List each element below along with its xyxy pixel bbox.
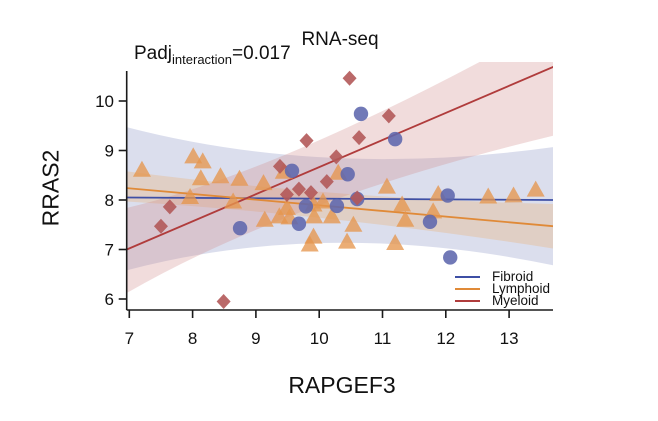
point-lymphoid: [193, 152, 212, 169]
padj-annotation: Padjinteraction=0.017: [134, 43, 291, 67]
legend-line-swatch: [455, 276, 480, 278]
point-lymphoid: [254, 174, 273, 191]
point-lymphoid: [344, 215, 363, 232]
point-fibroid: [329, 198, 345, 214]
y-tick-label: 8: [105, 191, 114, 210]
point-fibroid: [440, 188, 455, 203]
legend-line-swatch: [455, 300, 480, 302]
point-fibroid: [387, 131, 403, 147]
point-fibroid: [298, 199, 314, 214]
point-myeloid: [216, 293, 231, 309]
point-fibroid: [443, 250, 458, 265]
point-lymphoid: [181, 188, 200, 205]
point-fibroid: [284, 163, 300, 178]
point-lymphoid: [526, 180, 545, 197]
y-tick-label: 6: [105, 290, 114, 309]
point-lymphoid: [305, 207, 324, 224]
point-lymphoid: [211, 167, 230, 184]
point-lymphoid: [230, 169, 249, 186]
point-lymphoid: [377, 177, 396, 194]
x-tick-label: 8: [188, 329, 197, 348]
legend-row-lymphoid: Lymphoid: [455, 281, 551, 296]
chart-title: RNA-seq: [301, 29, 379, 50]
point-lymphoid: [132, 160, 151, 177]
point-lymphoid: [184, 147, 203, 164]
point-fibroid: [340, 167, 355, 182]
point-myeloid: [279, 187, 294, 203]
point-lymphoid: [322, 207, 341, 224]
x-tick-label: 7: [125, 329, 134, 348]
point-myeloid: [299, 133, 314, 149]
point-myeloid: [352, 130, 367, 146]
legend-label: Myeloid: [492, 293, 539, 308]
x-tick-label: 9: [251, 329, 260, 348]
point-myeloid: [303, 185, 318, 201]
legend-line-swatch: [455, 288, 480, 290]
point-lymphoid: [396, 210, 415, 227]
point-lymphoid: [386, 234, 405, 251]
y-axis-label: RRAS2: [37, 149, 64, 227]
point-myeloid: [319, 174, 334, 190]
point-fibroid: [353, 106, 369, 122]
point-lymphoid: [313, 192, 332, 209]
x-tick-label: 12: [436, 329, 455, 348]
point-lymphoid: [424, 202, 443, 219]
point-lymphoid: [338, 232, 357, 249]
padj-subscript: interaction: [172, 51, 233, 67]
legend-row-myeloid: Myeloid: [455, 293, 550, 308]
point-lymphoid: [393, 195, 412, 212]
legend-label: Fibroid: [492, 269, 534, 284]
y-tick-label: 9: [105, 142, 114, 161]
point-lymphoid: [479, 187, 498, 204]
y-tick-label: 7: [105, 241, 114, 260]
point-lymphoid: [255, 210, 274, 227]
x-tick-label: 11: [374, 329, 392, 348]
point-myeloid: [162, 199, 177, 215]
y-tick-label: 10: [95, 92, 114, 111]
point-myeloid: [153, 218, 168, 234]
legend: Fibroid Lymphoid Myeloid: [455, 269, 551, 308]
point-lymphoid: [300, 235, 319, 252]
x-tick-label: 10: [310, 329, 329, 348]
point-lymphoid: [191, 169, 210, 186]
point-myeloid: [350, 190, 365, 206]
point-fibroid: [291, 216, 307, 231]
point-myeloid: [291, 181, 306, 197]
legend-label: Lymphoid: [492, 281, 551, 296]
point-myeloid: [329, 149, 344, 165]
padj-value: =0.017: [232, 43, 291, 64]
point-myeloid: [272, 158, 287, 174]
point-fibroid: [422, 214, 438, 229]
legend-row-fibroid: Fibroid: [455, 269, 550, 284]
x-axis-label: RAPGEF3: [288, 372, 396, 398]
point-lymphoid: [504, 186, 523, 203]
x-tick-label: 13: [500, 329, 519, 348]
point-myeloid: [342, 70, 357, 86]
point-fibroid: [232, 221, 248, 236]
point-lymphoid: [277, 198, 296, 215]
padj-prefix: Padj: [134, 43, 173, 64]
point-myeloid: [381, 108, 396, 124]
point-lymphoid: [224, 192, 243, 209]
